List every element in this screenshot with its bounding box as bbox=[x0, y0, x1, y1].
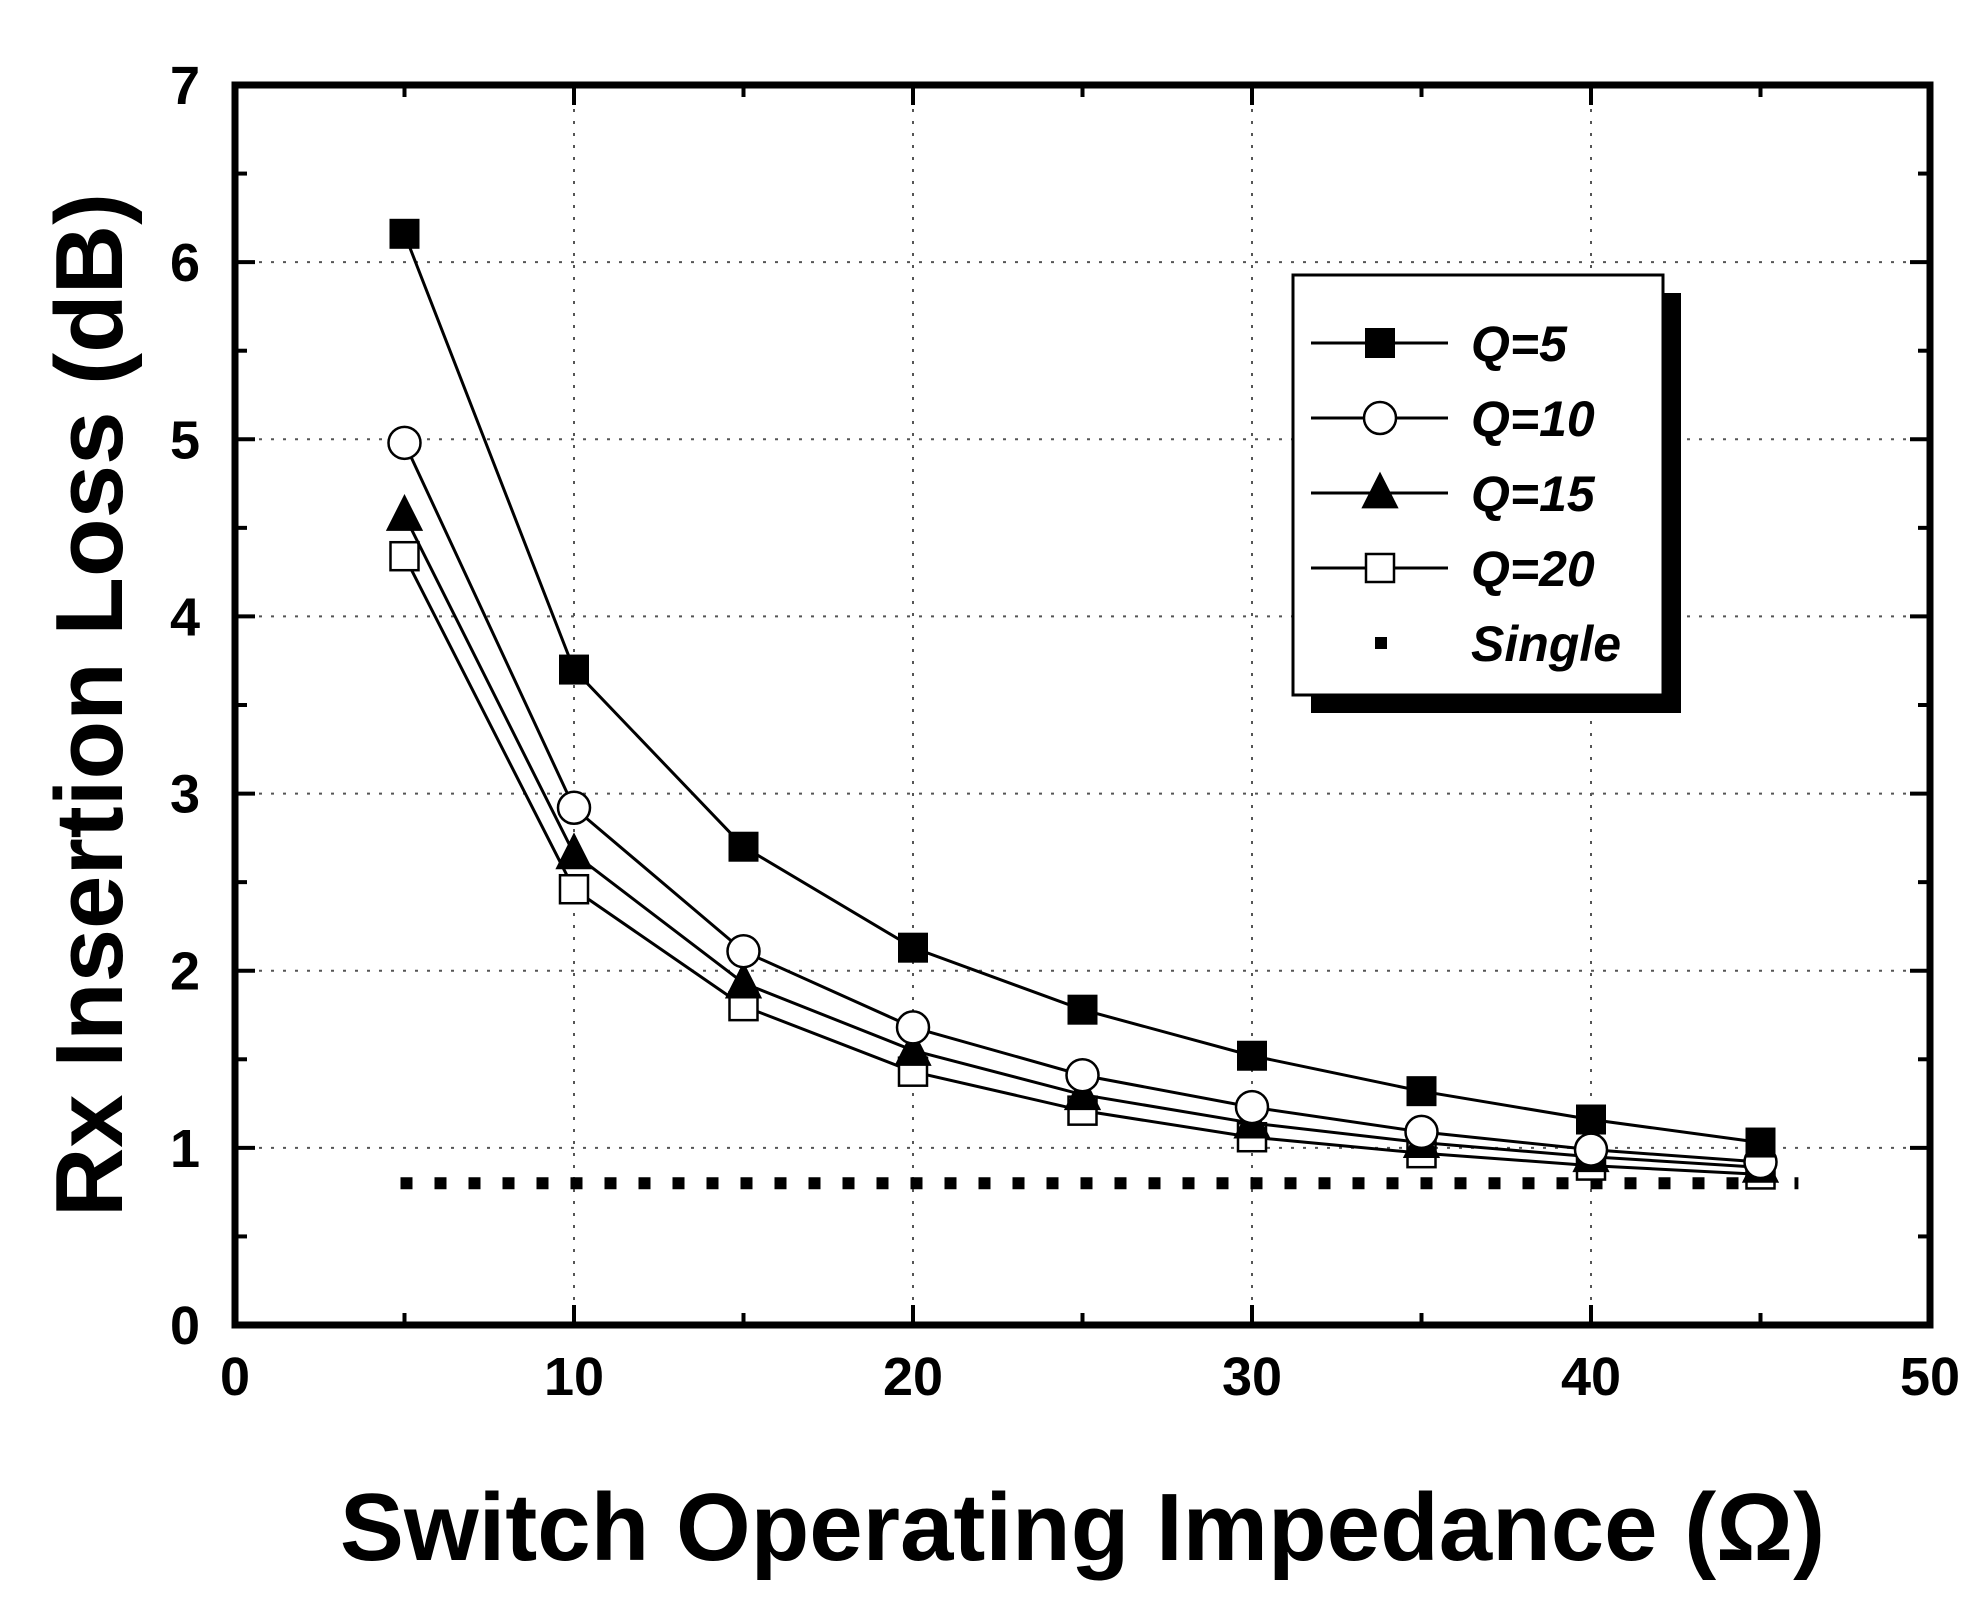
legend-marker bbox=[1361, 471, 1399, 509]
y-tick-label: 6 bbox=[170, 233, 200, 293]
data-point bbox=[1234, 1089, 1270, 1125]
legend-label: Single bbox=[1471, 616, 1621, 672]
data-point bbox=[1404, 1114, 1439, 1150]
data-point bbox=[894, 1029, 932, 1066]
legend-marker bbox=[1365, 328, 1395, 358]
y-tick-label: 2 bbox=[170, 942, 200, 1002]
data-point bbox=[1573, 1132, 1609, 1167]
y-tick-label: 7 bbox=[170, 56, 200, 116]
data-point bbox=[726, 933, 761, 969]
y-tick-label: 1 bbox=[170, 1119, 200, 1179]
data-point bbox=[1406, 1076, 1437, 1107]
data-point bbox=[1065, 1057, 1100, 1093]
data-point bbox=[898, 932, 928, 963]
legend-item: Q=5 bbox=[1311, 316, 1568, 372]
data-point bbox=[556, 790, 592, 825]
y-tick-label: 0 bbox=[170, 1296, 200, 1356]
y-tick-label: 4 bbox=[170, 587, 200, 647]
y-axis-title: Rx Insertion Loss (dB) bbox=[36, 193, 143, 1217]
data-point bbox=[1237, 1040, 1267, 1071]
data-point bbox=[1576, 1104, 1606, 1135]
legend-item: Q=10 bbox=[1311, 391, 1595, 447]
legend: Q=5 Q=10 Q=15 Q=20 Single bbox=[1291, 273, 1681, 713]
x-tick-label: 50 bbox=[1900, 1347, 1960, 1407]
legend-single-marker bbox=[1375, 637, 1387, 649]
y-tick-label: 3 bbox=[170, 765, 200, 825]
data-point bbox=[895, 1010, 931, 1045]
x-axis-title: Switch Operating Impedance (Ω) bbox=[340, 1474, 1825, 1581]
x-tick-label: 10 bbox=[544, 1347, 604, 1407]
legend-box bbox=[1291, 273, 1665, 697]
legend-label: Q=15 bbox=[1471, 466, 1596, 522]
x-tick-label: 40 bbox=[1561, 1347, 1621, 1407]
legend-item: Single bbox=[1375, 616, 1621, 672]
legend-label: Q=10 bbox=[1471, 391, 1595, 447]
data-point bbox=[387, 425, 422, 461]
x-tick-label: 30 bbox=[1222, 1347, 1282, 1407]
legend-marker bbox=[1364, 552, 1396, 584]
data-point bbox=[555, 832, 593, 870]
data-point bbox=[1067, 994, 1098, 1025]
axis-ticks bbox=[233, 83, 1932, 1327]
legend-marker bbox=[1362, 400, 1398, 436]
data-point bbox=[385, 494, 424, 531]
tick-labels: 0 10 20 30 40 50 0 1 2 3 4 5 6 7 bbox=[170, 56, 1960, 1407]
legend-label: Q=5 bbox=[1471, 316, 1568, 372]
data-point bbox=[558, 873, 590, 905]
legend-item: Q=15 bbox=[1311, 466, 1596, 522]
x-tick-label: 0 bbox=[220, 1347, 250, 1407]
data-point bbox=[389, 218, 420, 249]
data-point bbox=[559, 654, 589, 685]
legend-label: Q=20 bbox=[1471, 541, 1595, 597]
y-tick-label: 5 bbox=[170, 410, 200, 470]
data-point bbox=[724, 961, 763, 999]
data-series bbox=[385, 218, 1780, 1190]
x-tick-label: 20 bbox=[883, 1347, 943, 1407]
legend-items: Q=5 Q=10 Q=15 Q=20 Single bbox=[1311, 316, 1621, 672]
series-q-5 bbox=[389, 218, 1776, 1158]
data-point bbox=[728, 831, 759, 862]
legend-item: Q=20 bbox=[1311, 541, 1595, 597]
data-point bbox=[389, 540, 420, 572]
data-point bbox=[1745, 1127, 1776, 1158]
